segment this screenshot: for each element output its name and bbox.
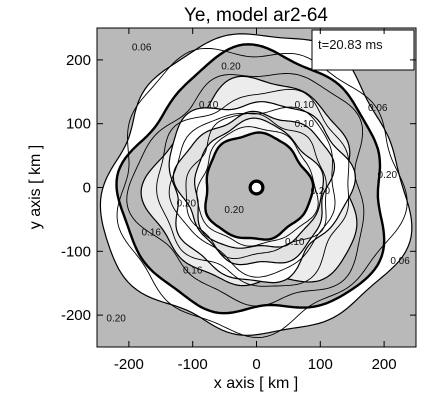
contour-label: 0.16 [141,227,161,238]
x-tick-label: -200 [114,356,144,373]
x-tick-label: -100 [178,356,208,373]
y-tick-label: 200 [66,52,91,69]
y-tick-label: 0 [83,180,91,197]
contour-label: 0.20 [311,186,331,197]
contour-label: 0.20 [224,205,244,216]
annotation-box: t=20.83 ms [311,29,415,71]
contour-label: 0.06 [368,103,388,114]
contour-label: 0.16 [183,266,203,277]
x-tick-label: 100 [308,356,333,373]
contour-label: 0.10 [295,119,315,130]
y-tick-label: -200 [61,307,91,324]
contour-labels: 0.06 0.20 0.10 0.10 0.10 0.20 0.20 0.16 0.20 0.20… [106,42,410,324]
x-tick-label: 200 [372,356,397,373]
x-ticks: -200 -100 0 100 200 [114,28,397,373]
contour-label: 0.06 [132,42,152,53]
contour-label: 0.10 [295,100,315,111]
contour-line-3 [156,88,350,287]
contour-label: 0.20 [177,199,197,210]
contour-line-5 [185,112,327,260]
contour-lines [99,33,413,339]
y-tick-label: -100 [61,243,91,260]
plot-area: 0.06 0.20 0.10 0.10 0.10 0.20 0.20 0.16 0.20 0.20… [97,28,416,347]
y-axis-label: y axis [ km ] [27,145,44,229]
x-tick-label: 0 [252,356,260,373]
contour-line-2 [126,73,365,307]
x-axis-label: x axis [ km ] [214,375,298,392]
contour-label: 0.10 [199,100,219,111]
y-tick-label: 100 [66,116,91,133]
core-ring [248,179,265,196]
contour-label: 0.20 [378,170,398,181]
contour-line-6 [196,126,319,247]
time-annotation: t=20.83 ms [318,37,383,52]
contour-label: 0.20 [106,313,126,324]
contour-label: 0.10 [285,237,305,248]
contour-label: 0.20 [221,61,241,72]
chart-title: Ye, model ar2-64 [184,5,328,26]
contour-line-1 [116,47,408,339]
y-ticks: -200 -100 0 100 200 [61,52,416,324]
contour-label: 0.06 [390,256,410,267]
